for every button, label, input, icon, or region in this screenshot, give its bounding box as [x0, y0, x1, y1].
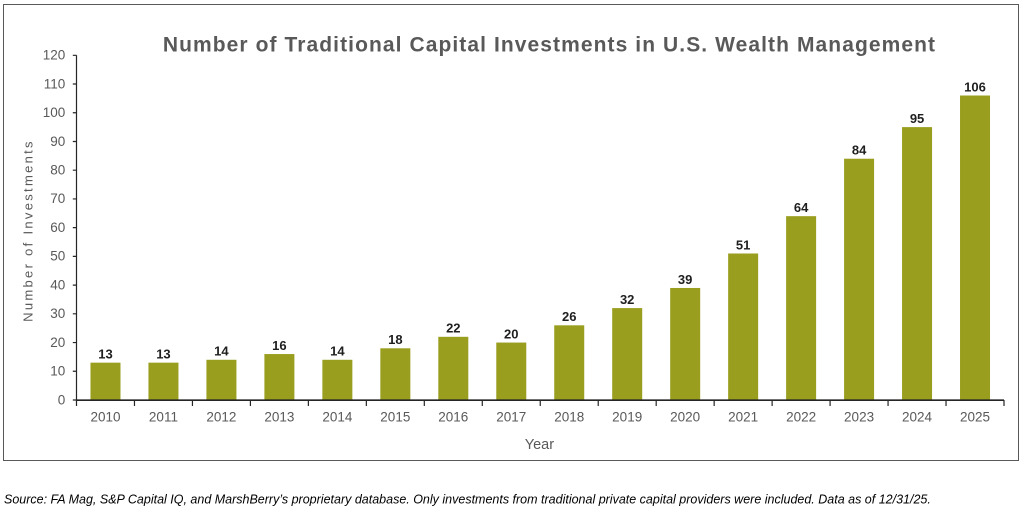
svg-text:95: 95: [910, 111, 924, 126]
svg-text:20: 20: [50, 335, 65, 350]
svg-text:2011: 2011: [149, 410, 178, 425]
svg-text:2017: 2017: [496, 410, 526, 425]
svg-text:80: 80: [50, 163, 65, 178]
svg-text:0: 0: [58, 392, 66, 407]
svg-text:10: 10: [50, 364, 65, 379]
svg-text:32: 32: [620, 292, 634, 307]
svg-text:30: 30: [50, 306, 65, 321]
svg-text:2021: 2021: [728, 410, 758, 425]
svg-text:13: 13: [98, 346, 112, 361]
svg-text:18: 18: [388, 332, 402, 347]
svg-text:2019: 2019: [612, 410, 642, 425]
svg-text:2020: 2020: [670, 410, 700, 425]
svg-text:2016: 2016: [438, 410, 468, 425]
svg-text:26: 26: [562, 309, 576, 324]
svg-text:2015: 2015: [380, 410, 410, 425]
svg-text:51: 51: [736, 237, 750, 252]
svg-text:64: 64: [794, 200, 809, 215]
svg-text:50: 50: [50, 249, 65, 264]
svg-text:100: 100: [43, 105, 66, 120]
svg-text:2014: 2014: [322, 410, 353, 425]
svg-text:Number of Investments: Number of Investments: [21, 139, 36, 322]
svg-text:13: 13: [156, 346, 170, 361]
svg-text:106: 106: [964, 79, 986, 94]
svg-text:40: 40: [50, 277, 65, 292]
svg-text:2010: 2010: [90, 410, 120, 425]
svg-text:20: 20: [504, 326, 518, 341]
svg-text:110: 110: [44, 76, 66, 91]
svg-text:84: 84: [852, 143, 867, 158]
svg-text:Source: FA Mag, S&P Capital IQ: Source: FA Mag, S&P Capital IQ, and Mars…: [4, 493, 931, 507]
svg-text:16: 16: [272, 338, 286, 353]
svg-text:39: 39: [678, 272, 692, 287]
svg-text:14: 14: [214, 344, 229, 359]
svg-text:90: 90: [50, 134, 65, 149]
svg-text:2023: 2023: [844, 410, 874, 425]
svg-text:70: 70: [50, 191, 65, 206]
svg-text:2012: 2012: [206, 410, 236, 425]
svg-text:2018: 2018: [554, 410, 584, 425]
svg-text:2022: 2022: [786, 410, 816, 425]
svg-text:120: 120: [43, 48, 66, 63]
svg-text:60: 60: [50, 220, 65, 235]
svg-text:Year: Year: [525, 437, 554, 453]
svg-text:14: 14: [330, 344, 345, 359]
svg-text:22: 22: [446, 321, 460, 336]
svg-text:Number of Traditional Capital: Number of Traditional Capital Investment…: [163, 34, 936, 57]
svg-text:2024: 2024: [902, 410, 933, 425]
svg-text:2025: 2025: [960, 410, 990, 425]
svg-text:2013: 2013: [264, 410, 294, 425]
